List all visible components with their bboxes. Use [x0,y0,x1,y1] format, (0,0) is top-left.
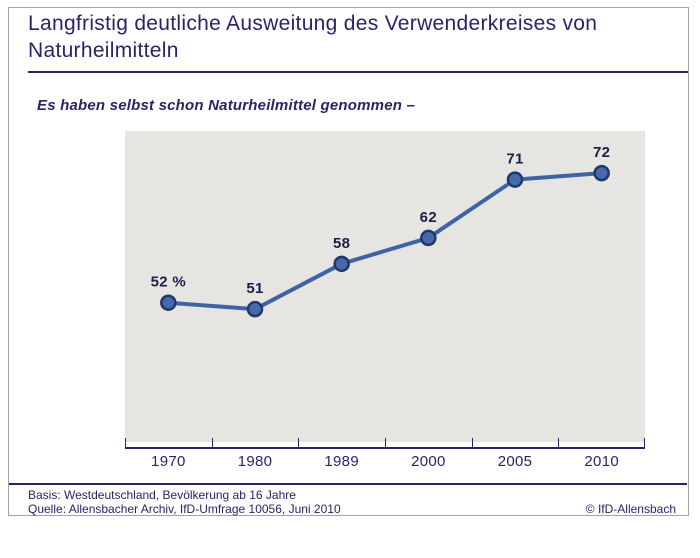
footer-source-text: Quelle: Allensbacher Archiv, IfD-Umfrage… [28,502,341,516]
x-axis-label: 2005 [497,453,533,470]
x-axis-tick [211,438,213,448]
data-point-marker [333,255,350,273]
x-axis-tick [125,438,126,448]
data-point-marker [506,171,524,188]
data-point-label: 52 % [151,274,186,291]
x-axis-tick [385,438,386,448]
x-axis-label: 1970 [151,453,186,470]
footer-basis-text: Basis: Westdeutschland, Bevölkerung ab 1… [28,488,296,502]
data-point-label: 72 [593,144,610,161]
data-point-marker [593,164,610,182]
x-axis-label: 2000 [411,453,446,470]
series-line [166,171,604,312]
x-axis-tick [644,438,645,448]
x-axis-label: 1989 [324,453,359,470]
footer-copyright-text: © IfD-Allensbach [585,502,676,516]
chart-svg: 52 % 51 58 62 71 72 [151,144,610,318]
data-point-label: 51 [246,280,263,297]
data-point-label: 58 [333,235,350,252]
x-axis-label: 2010 [584,453,619,470]
x-axis-tick [471,438,473,448]
x-axis-tick [298,438,300,448]
page-title: Langfristig deutliche Ausweitung des Ver… [28,12,598,62]
data-point-marker [246,300,264,318]
data-point-marker [420,229,437,247]
data-point-label: 71 [506,151,523,168]
data-point-label: 62 [420,209,437,226]
data-point-marker [160,294,177,311]
x-axis-labels: 1970 1980 1989 2000 2005 2010 [125,453,645,470]
title-divider [28,71,688,73]
chart-subtitle: Es haben selbst schon Naturheilmittel ge… [37,97,416,114]
footer-divider [9,483,687,485]
x-axis-label: 1980 [237,453,273,470]
x-axis-tick [558,438,560,448]
chart-plot-area: 52 % 51 58 62 71 72 [125,131,645,442]
x-axis-line [125,447,645,449]
x-axis-ticks [125,438,645,448]
